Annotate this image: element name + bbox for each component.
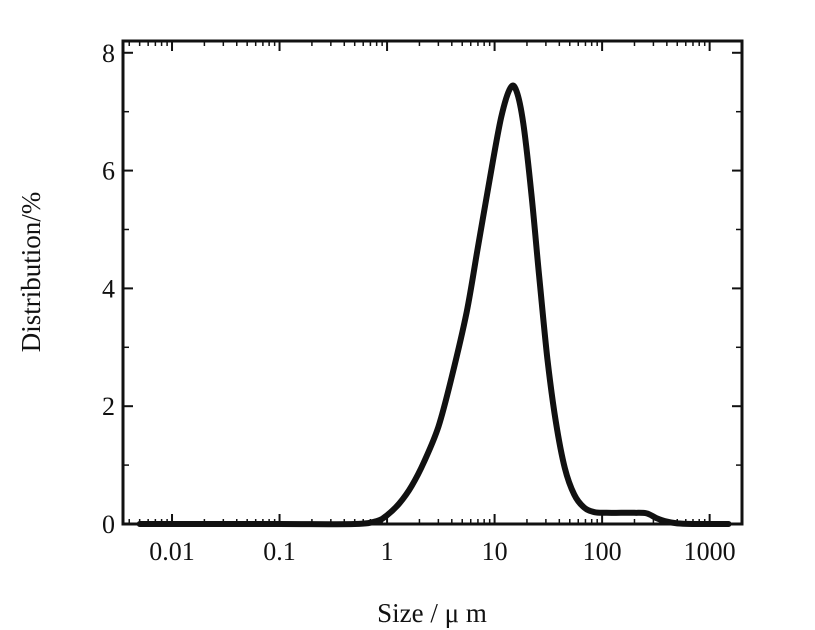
y-tick-label: 6 — [102, 157, 115, 186]
x-tick-label: 0.01 — [149, 537, 195, 566]
y-tick-label: 0 — [102, 510, 115, 539]
x-tick-label: 1 — [381, 537, 394, 566]
plot-frame — [121, 39, 744, 526]
y-axis-ticks: 0 2 4 6 8 — [102, 39, 742, 539]
y-axis-title: Distribution/% — [16, 192, 46, 353]
x-axis-title: Size / μ m — [377, 598, 487, 628]
distribution-curve — [136, 82, 732, 528]
y-tick-label: 4 — [102, 274, 115, 303]
y-tick-label: 2 — [102, 392, 115, 421]
x-tick-label: 100 — [583, 537, 622, 566]
x-axis-ticks: 0.01 0.1 1 10 100 1000 — [128, 41, 736, 566]
x-tick-label: 0.1 — [263, 537, 296, 566]
y-tick-label: 8 — [102, 39, 115, 68]
x-tick-label: 10 — [482, 537, 508, 566]
x-tick-label: 1000 — [684, 537, 736, 566]
